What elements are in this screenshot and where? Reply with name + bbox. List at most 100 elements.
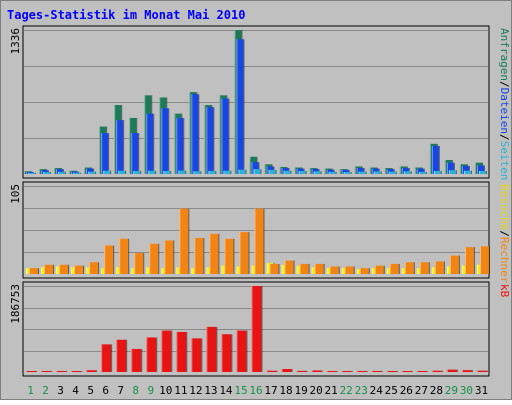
bar-dateien-day-7 <box>116 120 124 174</box>
bar-shadow <box>258 162 260 174</box>
bar-shadow <box>425 171 427 174</box>
bar-kb-day-1 <box>26 371 36 372</box>
x-tick-label-day-31: 31 <box>475 384 488 397</box>
legend-part-separator: / <box>498 81 511 88</box>
x-tick-label-day-12: 12 <box>189 384 202 397</box>
bar-rechner-day-5 <box>89 262 99 274</box>
bar-rechner-day-22 <box>344 266 354 274</box>
bar-rechner-day-17 <box>269 263 279 274</box>
legend-part-rechner: Rechner <box>498 237 511 284</box>
bar-kb-day-8 <box>131 348 142 372</box>
panel-requests-legend-label: Anfragen/Dateien/Seiten <box>498 28 511 180</box>
bar-rechner-day-11 <box>179 208 189 274</box>
bar-shadow <box>138 133 140 174</box>
bar-seiten-day-4 <box>73 172 81 174</box>
legend-part-separator: / <box>498 134 511 141</box>
bar-seiten-day-15 <box>238 169 246 174</box>
bar-seiten-day-22 <box>343 172 351 174</box>
bar-rechner-day-23 <box>359 268 369 274</box>
bar-shadow <box>171 330 173 372</box>
bar-shadow <box>68 264 70 274</box>
bar-rechner-day-3 <box>59 264 69 274</box>
bar-seiten-day-30 <box>463 170 471 174</box>
bar-kb-day-24 <box>371 371 382 372</box>
bar-shadow <box>308 263 310 274</box>
panel-kb-max-label: 186753 <box>9 284 22 324</box>
panel-visits: 105 Besuche/Rechner <box>9 181 511 284</box>
bar-seiten-day-27 <box>418 171 426 174</box>
bar-dateien-day-29 <box>446 162 454 174</box>
bar-shadow <box>398 263 400 274</box>
bar-shadow <box>80 172 82 174</box>
bar-rechner-day-14 <box>224 238 234 274</box>
bar-kb-day-14 <box>221 334 232 372</box>
x-tick-label-day-18: 18 <box>279 384 292 397</box>
x-tick-label-day-2: 2 <box>42 384 49 397</box>
x-tick-label-day-13: 13 <box>204 384 217 397</box>
bar-seiten-day-5 <box>88 171 96 174</box>
panel-kb-legend-label: kB <box>498 284 511 298</box>
legend-part-besuche: Besuche <box>498 184 511 230</box>
bar-kb-day-23 <box>356 371 367 372</box>
bar-kb-day-21 <box>326 371 337 372</box>
bar-shadow <box>198 94 200 174</box>
bar-seiten-day-14 <box>223 170 231 174</box>
bar-shadow <box>170 170 172 174</box>
bar-shadow <box>321 370 323 372</box>
bar-shadow <box>98 262 100 274</box>
bar-shadow <box>383 265 385 274</box>
bar-shadow <box>470 170 472 174</box>
bar-shadow <box>350 172 352 174</box>
bar-rechner-day-10 <box>164 240 174 274</box>
bar-shadow <box>66 371 68 372</box>
bar-seiten-day-10 <box>163 170 171 174</box>
bar-shadow <box>468 165 470 174</box>
panel-kb: 186753 kB <box>9 281 511 377</box>
bar-rechner-day-28 <box>434 261 444 274</box>
bar-shadow <box>50 172 52 174</box>
bar-rechner-day-25 <box>389 263 399 274</box>
x-tick-label-day-14: 14 <box>219 384 233 397</box>
bar-rechner-day-4 <box>74 265 84 274</box>
x-tick-label-day-4: 4 <box>72 384 79 397</box>
bar-seiten-day-9 <box>148 170 156 174</box>
bar-shadow <box>441 370 443 372</box>
x-tick-label-day-5: 5 <box>87 384 94 397</box>
bar-shadow <box>185 170 187 174</box>
bar-shadow <box>203 237 205 274</box>
bar-dateien-day-3 <box>56 169 64 174</box>
bar-dateien-day-11 <box>176 117 184 174</box>
bar-rechner-day-18 <box>284 260 294 274</box>
bar-shadow <box>201 338 203 372</box>
bar-kb-day-7 <box>116 339 127 372</box>
bar-dateien-day-28 <box>431 145 439 174</box>
bar-dateien-day-6 <box>101 133 109 174</box>
bar-shadow <box>188 208 190 274</box>
bar-kb-day-15 <box>236 330 247 372</box>
bar-shadow <box>410 171 412 174</box>
bar-shadow <box>278 263 280 274</box>
bar-shadow <box>218 233 220 274</box>
bar-kb-day-6 <box>101 344 112 372</box>
bar-seiten-day-23 <box>358 171 366 174</box>
x-tick-label-day-3: 3 <box>57 384 64 397</box>
bar-shadow <box>363 168 365 174</box>
x-tick-label-day-16: 16 <box>249 384 262 397</box>
bar-shadow <box>153 113 155 174</box>
bar-shadow <box>35 172 36 174</box>
bar-rechner-day-9 <box>149 243 159 274</box>
x-tick-label-day-10: 10 <box>159 384 172 397</box>
bar-kb-day-13 <box>206 326 217 372</box>
bar-shadow <box>380 171 382 174</box>
bar-kb-day-10 <box>161 330 172 372</box>
bar-shadow <box>368 268 370 274</box>
bar-seiten-day-12 <box>193 171 201 174</box>
bar-shadow <box>93 168 95 174</box>
bar-shadow <box>428 262 430 274</box>
bar-shadow <box>233 238 235 274</box>
bar-shadow <box>96 370 98 372</box>
bar-seiten-day-1 <box>28 172 35 174</box>
bar-rechner-day-13 <box>209 233 219 274</box>
bar-shadow <box>426 371 428 372</box>
panel-requests: 1336 Anfragen/Dateien/Seiten <box>9 25 511 180</box>
